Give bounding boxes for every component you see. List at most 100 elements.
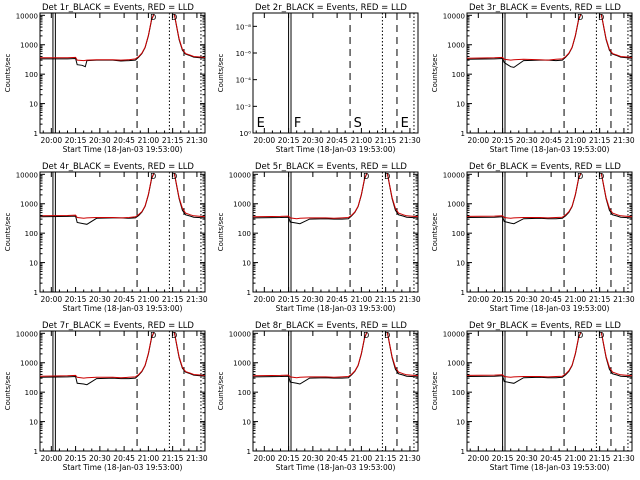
series-line-lld — [600, 14, 632, 58]
series-line-lld — [386, 332, 418, 377]
x-tick-label: 20:30 — [89, 454, 111, 463]
x-tick-label: 21:15 — [375, 295, 397, 304]
panel-det-9: Det 9r_BLACK = Events, RED = LLD 1 10 100 10… — [431, 321, 635, 472]
x-tick-label: 20:45 — [326, 454, 348, 463]
panel-title: Det 3r_BLACK = Events, RED = LLD — [469, 3, 621, 13]
y-tick-label: 1 — [461, 130, 465, 138]
x-tick-label: 20:45 — [113, 136, 135, 145]
plot-frame — [252, 330, 419, 452]
y-tick-label: 10⁻⁴ — [236, 77, 252, 85]
y-axis-label: Counts/sec — [4, 54, 12, 93]
y-tick-label: 10 — [29, 260, 38, 268]
y-tick-label: 10 — [456, 101, 465, 109]
x-tick-label: 21:15 — [162, 295, 184, 304]
x-tick-label: 20:15 — [492, 454, 514, 463]
panel-det-4: Det 4r_BLACK = Events, RED = LLD 1 10 100 10… — [4, 162, 208, 313]
plot-area — [40, 172, 205, 292]
x-tick-label: 20:30 — [89, 136, 111, 145]
plot-frame — [39, 330, 206, 452]
plot-frame — [39, 171, 206, 293]
annotation-label: F — [294, 116, 301, 131]
x-axis-label: Start Time (18-Jan-03 19:53:00) — [63, 463, 183, 472]
y-tick-label: 1 — [247, 448, 251, 456]
plot-area — [467, 331, 632, 451]
panel-title: Det 4r_BLACK = Events, RED = LLD — [42, 162, 194, 172]
series-line-lld — [467, 172, 582, 219]
x-tick-label: 20:45 — [540, 454, 562, 463]
x-tick-label: 20:30 — [516, 136, 538, 145]
x-tick-label: 20:30 — [302, 136, 324, 145]
panel-det-7: Det 7r_BLACK = Events, RED = LLD 1 10 100 10… — [4, 321, 208, 472]
x-tick-label: 20:30 — [516, 454, 538, 463]
x-axis-label: Start Time (18-Jan-03 19:53:00) — [490, 463, 610, 472]
x-tick-label: 21:30 — [399, 295, 421, 304]
x-tick-label: 20:00 — [468, 454, 490, 463]
plot-area — [40, 13, 205, 133]
annotation-label: E — [401, 116, 409, 131]
panel-title: Det 9r_BLACK = Events, RED = LLD — [469, 321, 621, 331]
x-axis-label: Start Time (18-Jan-03 19:53:00) — [276, 304, 396, 313]
y-tick-label: 10 — [242, 260, 251, 268]
y-tick-label: 1 — [34, 130, 38, 138]
y-tick-label: 1000 — [447, 201, 465, 209]
y-tick-label: 100 — [25, 389, 38, 397]
panel-title: Det 7r_BLACK = Events, RED = LLD — [42, 321, 194, 331]
plot-frame — [252, 171, 419, 293]
series-line-lld — [40, 172, 155, 219]
x-tick-label: 20:30 — [302, 295, 324, 304]
y-tick-label: 100 — [452, 230, 465, 238]
marker-label: D — [384, 172, 390, 181]
x-tick-label: 20:45 — [113, 295, 135, 304]
y-tick-label: 10 — [29, 419, 38, 427]
x-tick-label: 20:00 — [41, 136, 63, 145]
series-line-lld — [173, 14, 205, 58]
marker-label: D — [150, 172, 156, 181]
x-tick-label: 20:00 — [254, 295, 276, 304]
x-tick-label: 20:15 — [492, 136, 514, 145]
x-tick-label: 20:00 — [468, 136, 490, 145]
y-tick-label: 10 — [456, 260, 465, 268]
marker-label: D — [363, 172, 369, 181]
x-tick-label: 20:00 — [254, 454, 276, 463]
x-tick-label: 21:30 — [186, 454, 208, 463]
x-tick-label: 20:15 — [65, 454, 87, 463]
x-tick-label: 21:00 — [565, 295, 587, 304]
x-tick-label: 21:30 — [399, 454, 421, 463]
y-tick-label: 1 — [461, 448, 465, 456]
series-line-lld — [253, 172, 368, 220]
x-tick-label: 21:15 — [589, 454, 611, 463]
plot-area — [253, 172, 418, 292]
series-line-lld — [173, 173, 205, 218]
x-tick-label: 20:15 — [278, 136, 300, 145]
marker-label: D — [171, 331, 177, 340]
series-line-lld — [467, 13, 582, 61]
y-tick-label: 10⁻⁸ — [236, 23, 252, 31]
y-axis-label: Counts/sec — [217, 54, 225, 93]
x-axis-label: Start Time (18-Jan-03 19:53:00) — [63, 145, 183, 154]
x-tick-label: 21:15 — [375, 136, 397, 145]
marker-label: D — [384, 331, 390, 340]
x-axis-label: Start Time (18-Jan-03 19:53:00) — [276, 463, 396, 472]
y-tick-label: 100 — [25, 71, 38, 79]
x-tick-label: 20:15 — [65, 295, 87, 304]
x-tick-label: 21:15 — [589, 136, 611, 145]
y-tick-label: 1000 — [20, 360, 38, 368]
y-tick-label: 100 — [25, 230, 38, 238]
x-tick-label: 20:30 — [516, 295, 538, 304]
x-tick-label: 20:00 — [468, 295, 490, 304]
marker-label: D — [171, 13, 177, 22]
x-tick-label: 20:15 — [278, 295, 300, 304]
x-tick-label: 21:30 — [186, 295, 208, 304]
series-line-lld — [40, 13, 155, 62]
x-tick-label: 20:15 — [65, 136, 87, 145]
y-tick-label: 1000 — [233, 201, 251, 209]
panel-det-2: Det 2r_BLACK = Events, RED = LLD 10⁰ 10⁻² 1… — [217, 3, 421, 154]
y-axis-label: Counts/sec — [217, 372, 225, 411]
series-line-lld — [467, 331, 582, 378]
x-tick-label: 21:00 — [351, 136, 373, 145]
y-tick-label: 10000 — [443, 12, 465, 20]
y-tick-label: 10000 — [229, 171, 251, 179]
y-tick-label: 10000 — [16, 330, 38, 338]
plot-area — [467, 13, 632, 133]
